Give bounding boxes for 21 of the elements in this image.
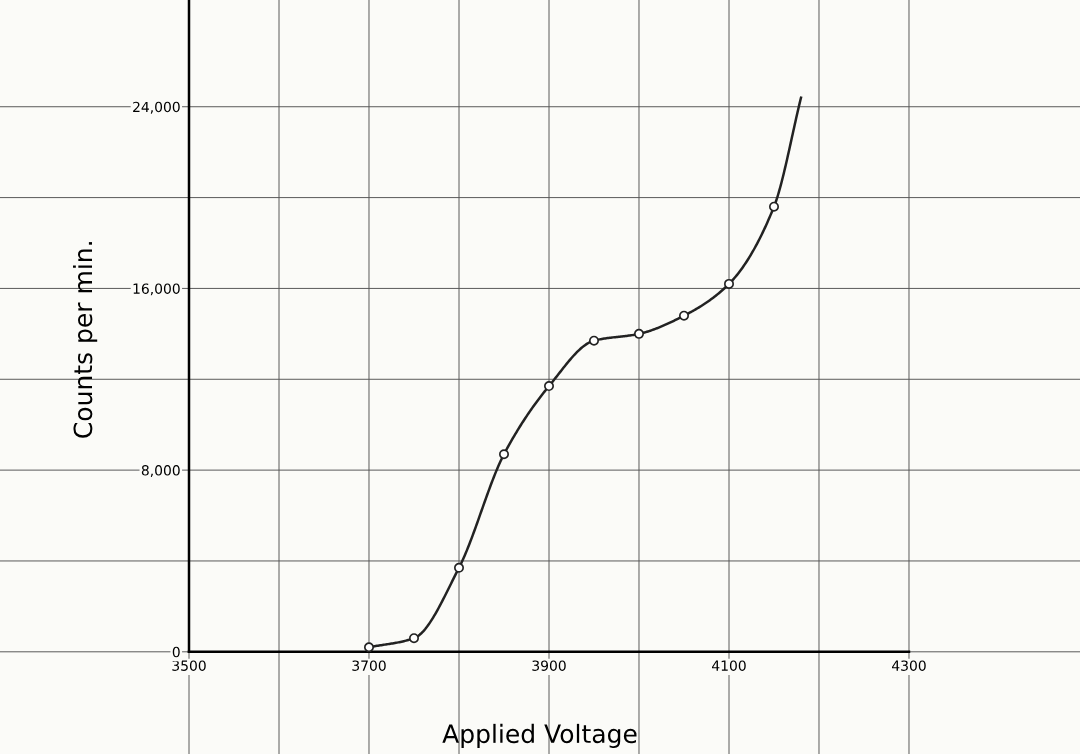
y-axis-title: Counts per min. <box>73 242 98 438</box>
point <box>633 328 645 339</box>
y-tick-label: 8,000 <box>141 465 180 478</box>
x-axis-title: Applied Voltage <box>442 723 637 749</box>
x-tick-label: 4100 <box>712 660 746 671</box>
y-tick-label: 0 <box>172 646 180 658</box>
point <box>678 310 690 321</box>
x-tick-label: 3700 <box>352 660 386 671</box>
point <box>498 449 510 460</box>
point <box>543 381 555 392</box>
x-tick-label: 3900 <box>532 660 566 671</box>
point <box>453 562 465 573</box>
point <box>723 278 735 289</box>
point <box>768 201 780 212</box>
y-tick-label: 24,000 <box>133 101 180 114</box>
x-tick-label: 4300 <box>892 660 926 671</box>
x-tick-label: 3500 <box>172 660 206 671</box>
point <box>588 335 600 346</box>
point <box>363 642 375 653</box>
y-tick-label: 16,000 <box>133 283 180 296</box>
point <box>408 633 420 644</box>
